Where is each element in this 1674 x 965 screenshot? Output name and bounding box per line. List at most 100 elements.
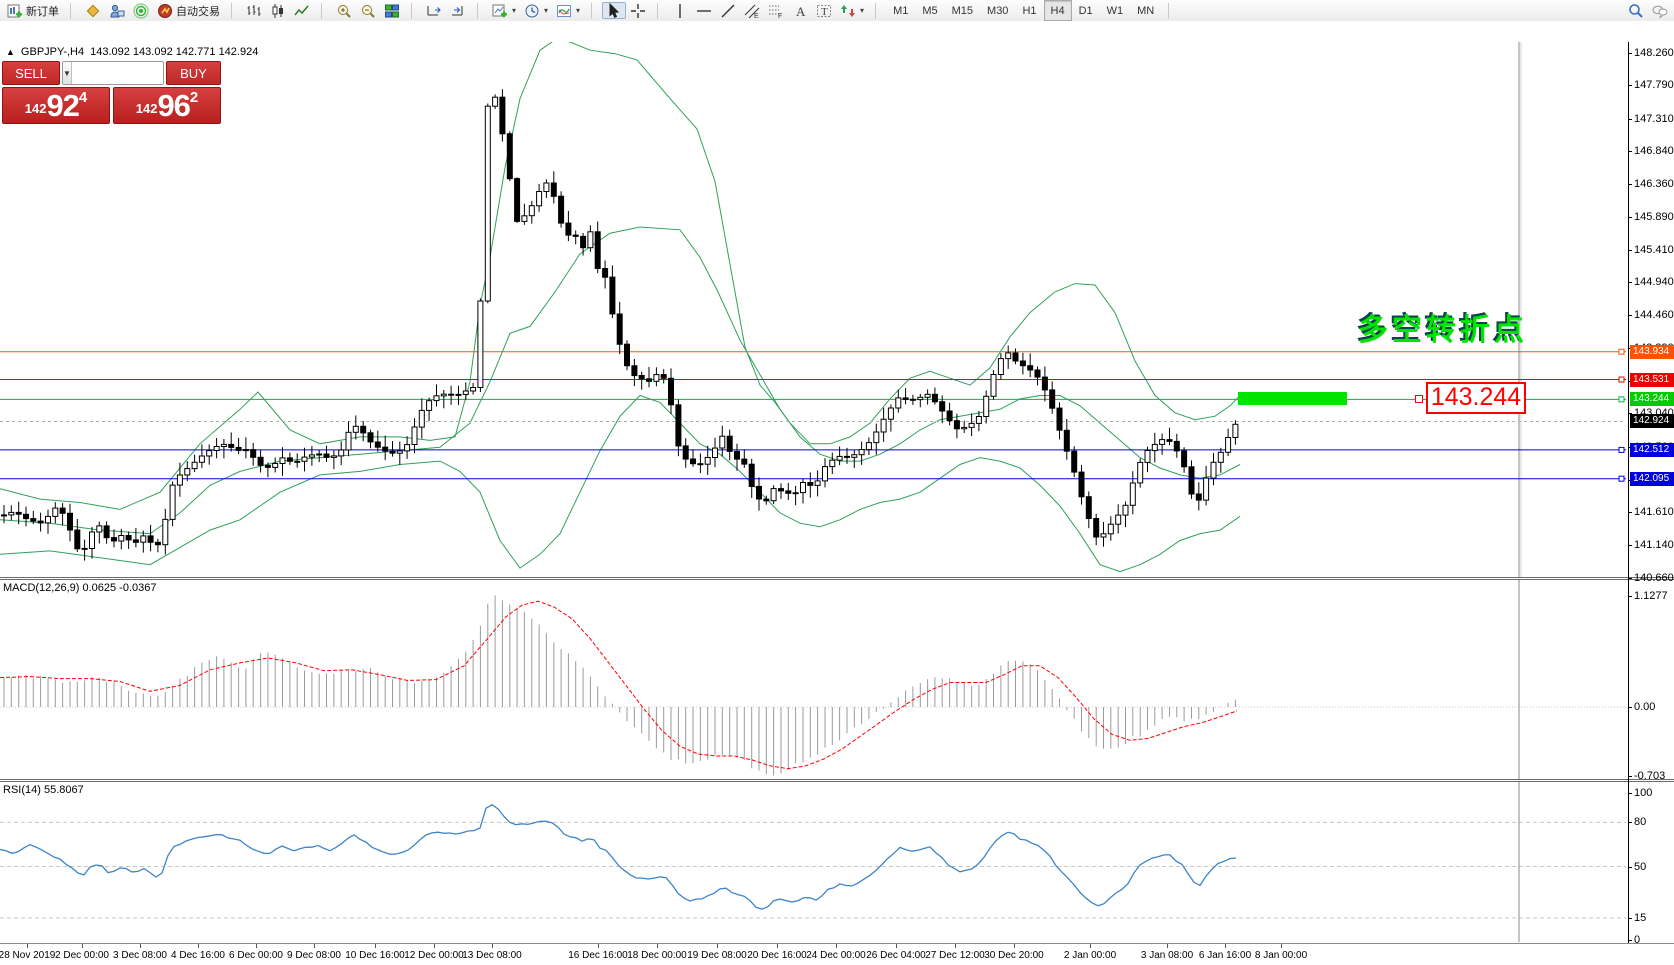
text-label-tool[interactable]: T [812, 2, 836, 19]
timeframe-d1[interactable]: D1 [1078, 4, 1093, 17]
timeframe-m30[interactable]: M30 [987, 4, 1009, 17]
chart-area: ▲ GBPJPY-,H4 143.092 143.092 142.771 142… [0, 21, 1674, 965]
time-tick-label: 26 Dec 04:00 [866, 950, 926, 961]
dropdown-arrow-icon: ▾ [544, 6, 549, 15]
svg-text:F: F [778, 13, 782, 19]
time-tick-label: 3 Jan 08:00 [1140, 950, 1194, 961]
fibonacci-tool[interactable]: F [764, 2, 788, 19]
pane-separator[interactable] [0, 579, 1674, 580]
time-tick-label: 3 Dec 08:00 [113, 950, 167, 961]
time-tick [375, 944, 376, 948]
volume-decrease-button[interactable]: ▼ [63, 62, 72, 84]
timeframe-group: M1 M5 M15 M30 H1 H4 D1 W1 MN [883, 0, 1164, 21]
bar-chart-icon [247, 4, 261, 16]
axis-tick [1628, 776, 1632, 777]
time-tick-label: 8 Jan 00:00 [1254, 950, 1308, 961]
vertical-line-tool[interactable] [668, 2, 692, 19]
axis-tick [1628, 545, 1632, 546]
time-tick [777, 944, 778, 948]
trendline-tool[interactable] [716, 2, 740, 19]
main-chart-pane[interactable]: ▲ GBPJPY-,H4 143.092 143.092 142.771 142… [0, 42, 1674, 577]
rsi-chart[interactable] [0, 782, 1674, 942]
text-tool[interactable]: A [788, 2, 812, 19]
autotrading-label: 自动交易 [176, 5, 220, 18]
sell-button[interactable]: SELL [2, 61, 60, 85]
autotrading-button[interactable]: 自动交易 [153, 2, 224, 19]
fibonacci-icon: F [769, 5, 782, 19]
trendline-icon [721, 4, 735, 17]
callout-anchor-square[interactable] [1415, 395, 1423, 403]
price-callout-box[interactable]: 143.244 [1426, 382, 1526, 414]
bar-chart-button[interactable] [242, 2, 266, 19]
line-chart-button[interactable] [290, 2, 314, 19]
axis-tick [1628, 413, 1632, 414]
collapse-panel-icon[interactable]: ▲ [6, 47, 15, 57]
buy-button[interactable]: BUY [166, 61, 221, 85]
axis-tick-label: 50 [1634, 861, 1647, 873]
vertical-line-icon [679, 3, 681, 18]
price-line-label: 142.512 [1630, 443, 1674, 457]
axis-tick [1628, 707, 1632, 708]
candlestick-chart-button[interactable] [266, 2, 290, 19]
cursor-tool-button[interactable] [602, 2, 627, 19]
time-tick [598, 944, 599, 948]
profiles-button[interactable]: ▾ [520, 2, 552, 19]
timeframe-w1[interactable]: W1 [1106, 4, 1124, 17]
new-order-button[interactable]: 新订单 [3, 2, 63, 19]
chart-shift-button[interactable] [446, 2, 470, 19]
channel-tool[interactable]: E [740, 2, 764, 19]
macd-chart[interactable] [0, 580, 1674, 779]
arrows-tool[interactable]: ▾ [836, 2, 868, 19]
horizontal-line-icon [697, 9, 712, 12]
auto-scroll-button[interactable] [422, 2, 446, 19]
timeframe-h4[interactable]: H4 [1043, 0, 1072, 21]
toolbar: 新订单 自动交易 [0, 0, 1674, 22]
time-tick [717, 944, 718, 948]
rsi-pane[interactable]: RSI(14) 55.8067 [0, 782, 1674, 942]
sell-price-button[interactable]: 142 92 4 [2, 87, 110, 124]
timeframe-m1[interactable]: M1 [893, 4, 909, 17]
pane-separator[interactable] [0, 779, 1674, 780]
search-icon[interactable] [1628, 3, 1644, 19]
macd-pane[interactable]: MACD(12,26,9) 0.0625 -0.0367 [0, 580, 1674, 779]
crosshair-tool-button[interactable] [626, 2, 650, 19]
sell-price-prefix: 142 [24, 101, 47, 116]
candlestick-chart[interactable] [0, 42, 1674, 577]
chat-icon[interactable] [1652, 3, 1668, 19]
timeframe-m15[interactable]: M15 [951, 4, 974, 17]
timeframe-h1[interactable]: H1 [1022, 4, 1037, 17]
timeframe-mn[interactable]: MN [1137, 4, 1155, 17]
zoom-in-icon [338, 4, 351, 18]
dropdown-arrow-icon: ▾ [860, 6, 865, 15]
timeframe-m5[interactable]: M5 [922, 4, 938, 17]
sell-price-big: 92 [46, 88, 79, 123]
axis-tick-label: 0.00 [1634, 701, 1656, 713]
toolbar-separator [411, 2, 417, 19]
line-chart-icon [294, 5, 309, 15]
market-watch-button[interactable] [81, 2, 105, 19]
time-axis[interactable]: 28 Nov 2019 2 Dec 00:00 3 Dec 08:00 4 Dec 1… [0, 943, 1674, 965]
tile-windows-button[interactable] [380, 2, 404, 19]
signals-button[interactable] [129, 2, 153, 19]
time-tick [657, 944, 658, 948]
zoom-out-button[interactable] [356, 2, 380, 19]
indicators-button[interactable]: ▾ [552, 2, 584, 19]
time-tick-label: 20 Dec 16:00 [747, 950, 807, 961]
time-tick [434, 944, 435, 948]
zoom-in-button[interactable] [332, 2, 356, 19]
buy-price-button[interactable]: 142 96 2 [113, 87, 221, 124]
pane-separator[interactable] [0, 781, 1674, 782]
horizontal-line-tool[interactable] [692, 2, 716, 19]
new-chart-button[interactable]: ▾ [488, 2, 520, 19]
text-icon: A [796, 4, 806, 19]
navigator-button[interactable] [105, 2, 129, 19]
price-axis-line [1628, 42, 1629, 943]
time-tick-label: 10 Dec 16:00 [345, 950, 405, 961]
volume-input[interactable] [71, 62, 163, 84]
axis-tick-label: 146.840 [1634, 145, 1674, 157]
toolbar-separator [70, 2, 76, 19]
pane-separator[interactable] [0, 577, 1674, 578]
axis-tick [1628, 940, 1632, 941]
turning-point-annotation[interactable]: 多空转折点 [1358, 314, 1528, 347]
